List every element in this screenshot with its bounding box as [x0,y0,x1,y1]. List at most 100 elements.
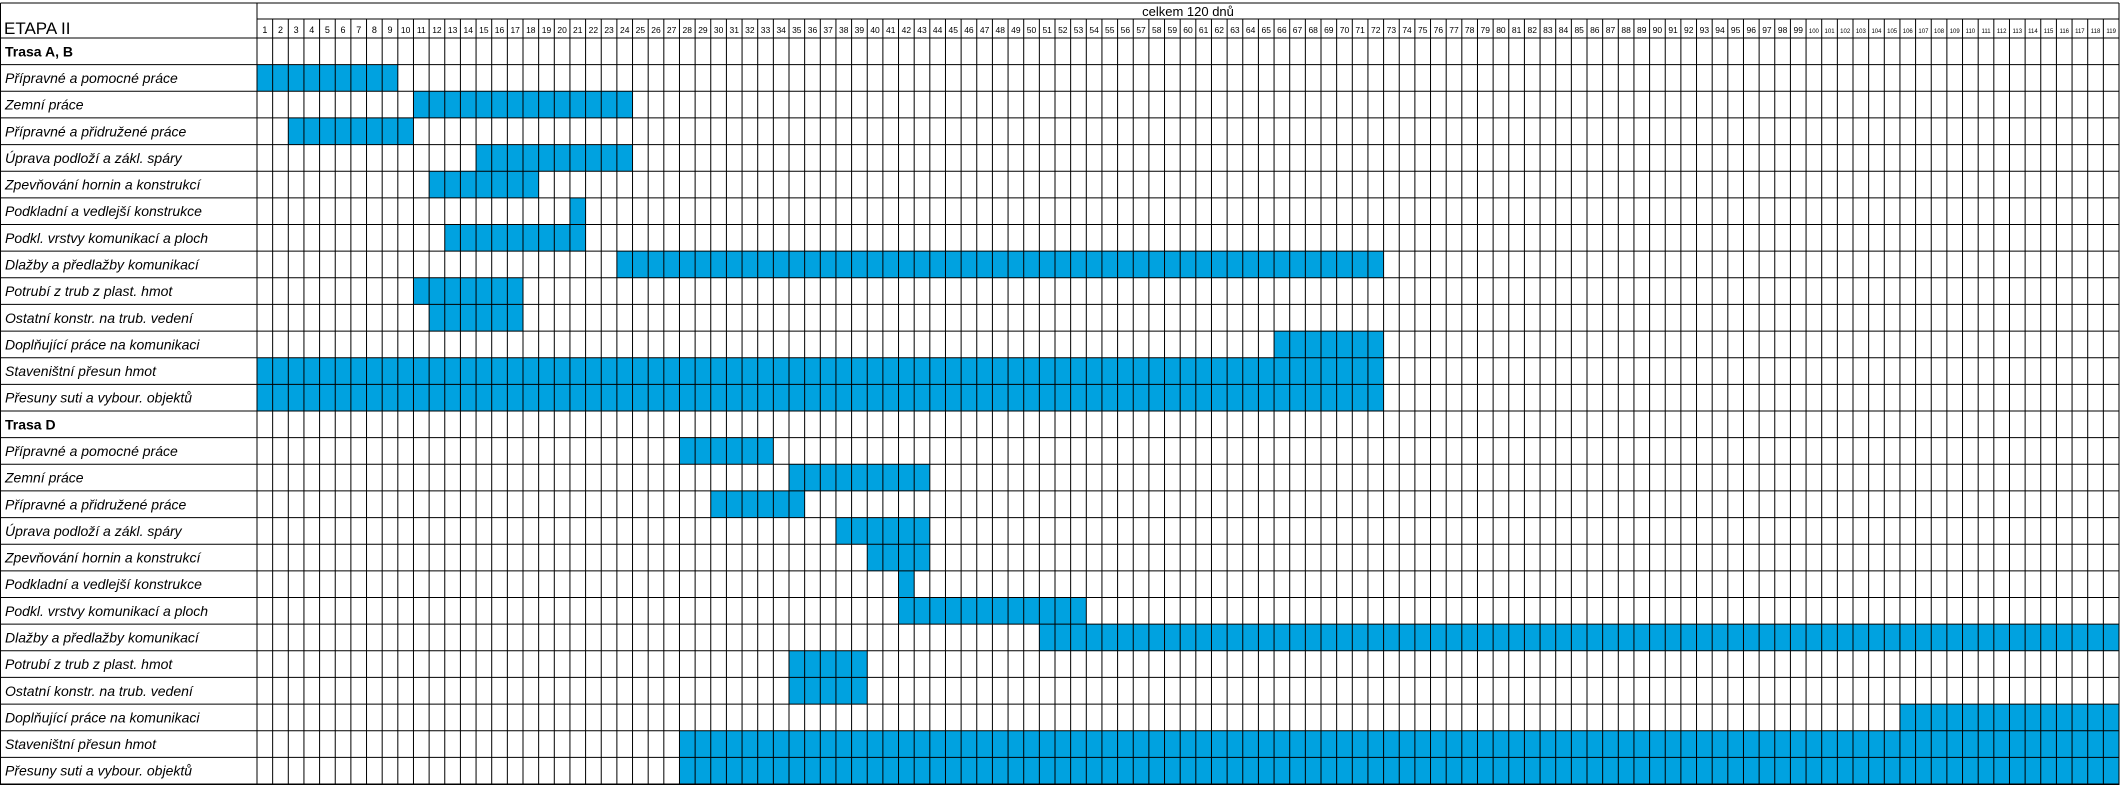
day-number: 45 [949,25,959,35]
day-number: 117 [2075,29,2085,35]
task-label: Potrubí z trub z plast. hmot [5,656,173,672]
day-number: 39 [855,25,865,35]
day-number: 73 [1387,25,1397,35]
day-number: 8 [372,25,377,35]
day-number: 44 [933,25,943,35]
day-number: 111 [1981,29,1991,35]
task-bar [429,171,539,198]
day-number: 48 [996,25,1006,35]
day-number: 107 [1918,29,1929,35]
day-number: 77 [1449,25,1459,35]
day-number: 27 [667,25,677,35]
day-number: 14 [464,25,474,35]
day-number: 68 [1308,25,1318,35]
day-number: 24 [620,25,630,35]
day-number: 76 [1434,25,1444,35]
duration-label: celkem 120 dnů [1142,4,1234,19]
task-bar [898,570,915,598]
task-label: Přípravné a přidružené práce [5,496,187,512]
day-number: 71 [1355,25,1365,35]
day-number: 99 [1794,25,1804,35]
day-number: 81 [1512,25,1522,35]
task-bar [257,64,398,92]
day-number: 61 [1199,25,1209,35]
day-number: 7 [356,25,361,35]
day-number: 57 [1136,25,1146,35]
day-number: 18 [526,25,536,35]
task-label: Zpevňování hornin a konstrukcí [4,550,202,566]
day-number: 113 [2013,29,2023,35]
day-number: 94 [1715,25,1725,35]
task-label: Přípravné a pomocné práce [5,70,178,86]
day-number: 83 [1543,25,1553,35]
day-number: 26 [651,25,661,35]
day-number: 87 [1606,25,1616,35]
task-bar [616,251,1384,278]
day-number: 64 [1246,25,1256,35]
task-label: Zpevňování hornin a konstrukcí [4,177,202,193]
task-label: Podkl. vrstvy komunikací a ploch [5,603,208,619]
task-label: Přesuny suti a vybour. objektů [5,763,192,779]
day-number: 95 [1731,25,1741,35]
task-label: Dlažby a předlažby komunikací [5,256,201,272]
day-number: 20 [557,25,567,35]
day-number: 10 [401,25,411,35]
task-bars [257,64,2119,784]
day-number: 67 [1293,25,1303,35]
day-number: 90 [1653,25,1663,35]
day-number: 30 [714,25,724,35]
day-number: 35 [792,25,802,35]
task-label: Přesuny suti a vybour. objektů [5,390,192,406]
day-number: 54 [1089,25,1099,35]
day-number: 31 [730,25,740,35]
task-bar [789,677,868,705]
day-number: 62 [1215,25,1225,35]
day-number: 85 [1574,25,1584,35]
day-number: 29 [698,25,708,35]
task-bar [569,197,586,225]
day-number-header: 1 2 3 4 5 6 7 8 9 10 11 12 13 14 15 16 17 18 19 20 21 22 23 24 2… [262,25,2116,35]
day-number: 80 [1496,25,1506,35]
day-number: 6 [341,25,346,35]
task-bar [444,224,586,252]
day-number: 53 [1074,25,1084,35]
day-number: 79 [1481,25,1491,35]
day-number: 116 [2059,29,2069,35]
day-number: 105 [1887,29,1898,35]
day-number: 96 [1747,25,1757,35]
task-label: Doplňující práce na komunikaci [5,336,200,352]
section-header: Trasa D [5,416,56,432]
day-number: 110 [1966,29,1976,35]
day-number: 2 [278,25,283,35]
day-number: 86 [1590,25,1600,35]
task-label: Staveništní přesun hmot [5,736,157,752]
task-bar [789,650,868,678]
task-label: Ostatní konstr. na trub. vedení [5,683,195,699]
day-number: 109 [1950,29,1961,35]
day-number: 42 [902,25,912,35]
day-number: 112 [1997,29,2007,35]
day-number: 5 [325,25,330,35]
day-number: 12 [432,25,442,35]
day-number: 15 [479,25,489,35]
day-number: 69 [1324,25,1334,35]
day-number: 78 [1465,25,1475,35]
day-number: 58 [1152,25,1162,35]
task-bar [1039,624,2119,651]
day-number: 63 [1230,25,1240,35]
task-label: Úprava podloží a zákl. spáry [5,523,183,539]
day-number: 60 [1183,25,1193,35]
day-number: 91 [1668,25,1678,35]
day-number: 59 [1168,25,1178,35]
chart-title: ETAPA II [4,19,70,38]
day-number: 25 [636,25,646,35]
day-number: 43 [917,25,927,35]
day-number: 84 [1559,25,1569,35]
day-number: 103 [1856,29,1867,35]
day-number: 11 [417,25,426,35]
day-number: 49 [1011,25,1021,35]
day-number: 118 [2091,29,2101,35]
day-number: 72 [1371,25,1381,35]
day-number: 52 [1058,25,1068,35]
day-number: 102 [1840,29,1851,35]
